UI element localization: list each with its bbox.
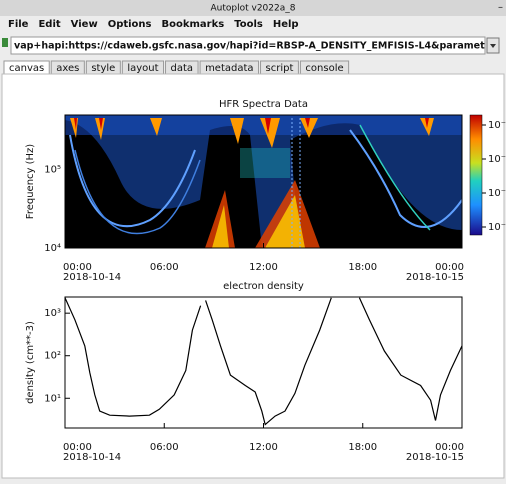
x-tick-date: 2018-10-15: [406, 452, 464, 463]
address-icon: [2, 38, 8, 47]
tab[interactable]: layout: [121, 60, 165, 75]
colorbar: [469, 114, 483, 236]
x-tick-label: 00:00: [435, 442, 464, 453]
x-tick-date: 2018-10-14: [63, 272, 121, 283]
colorbar-tick-label: 10⁻: [488, 154, 506, 165]
tab-label: metadata: [205, 63, 253, 74]
y-axis-label: density (cm**-3): [25, 321, 36, 404]
tab-label: data: [171, 63, 194, 74]
tab[interactable]: data: [165, 60, 199, 75]
dropdown-arrow: [490, 44, 496, 48]
x-tick-label: 06:00: [150, 442, 179, 453]
window-title: Autoplot v2022a_8: [211, 4, 296, 14]
menu-item[interactable]: Help: [273, 19, 299, 30]
x-tick-label: 06:00: [150, 262, 179, 273]
tab-label: style: [91, 63, 115, 74]
x-tick-date: 2018-10-14: [63, 452, 121, 463]
menu-item[interactable]: File: [8, 19, 29, 30]
x-tick-label: 18:00: [348, 442, 377, 453]
plot-frame: [64, 296, 463, 429]
tab[interactable]: metadata: [199, 60, 260, 75]
minimize-button[interactable]: –: [498, 2, 503, 13]
chart-title: electron density: [223, 281, 304, 292]
menu-item[interactable]: Edit: [38, 19, 60, 30]
tab[interactable]: canvas: [3, 60, 50, 75]
x-tick-date: 2018-10-15: [406, 272, 464, 283]
menu-item[interactable]: Bookmarks: [162, 19, 225, 30]
spectrogram-image: [65, 115, 462, 248]
y-tick-label: 10⁴: [44, 243, 61, 254]
y-axis-label: Frequency (Hz): [25, 144, 36, 220]
colorbar-ticks: 10⁻ 10⁻ 10⁻ 10⁻: [482, 120, 506, 233]
address-text: vap+hapi:https://cdaweb.gsfc.nasa.gov/ha…: [14, 41, 506, 52]
x-tick-label: 00:00: [63, 442, 92, 453]
menu-item[interactable]: Tools: [234, 19, 263, 30]
density-line: [64, 297, 463, 426]
y-tick-label: 10³: [44, 308, 61, 319]
chart-title: HFR Spectra Data: [219, 99, 308, 110]
x-tick-label: 12:00: [249, 442, 278, 453]
x-tick-label: 12:00: [249, 262, 278, 273]
menu-item[interactable]: Options: [108, 19, 152, 30]
menu-bar: File Edit View Options Bookmarks Tools Help: [8, 19, 299, 30]
tab[interactable]: script: [260, 60, 299, 75]
tab[interactable]: axes: [50, 60, 85, 75]
x-tick-label: 18:00: [348, 262, 377, 273]
address-field[interactable]: [10, 36, 486, 55]
plot-frame: [64, 114, 463, 249]
y-tick-label: 10¹: [44, 393, 61, 404]
colorbar-tick-label: 10⁻: [488, 222, 506, 233]
tab[interactable]: style: [85, 60, 121, 75]
x-tick-label: 00:00: [63, 262, 92, 273]
tab-label: axes: [56, 63, 79, 74]
tab-label: canvas: [9, 63, 44, 74]
colorbar-tick-label: 10⁻: [488, 120, 506, 131]
tab-label: console: [305, 63, 343, 74]
tab-label: layout: [127, 63, 158, 74]
tab-bar: canvas axes style layout data metadata script c…: [3, 60, 350, 75]
title-bar: [0, 0, 506, 16]
colorbar-tick-label: 10⁻: [488, 188, 506, 199]
tab[interactable]: console: [299, 60, 350, 75]
y-tick-label: 10²: [44, 351, 61, 362]
menu-item[interactable]: View: [71, 19, 98, 30]
tab-label: script: [266, 63, 294, 74]
x-tick-label: 00:00: [435, 262, 464, 273]
y-tick-label: 10⁵: [44, 165, 61, 176]
